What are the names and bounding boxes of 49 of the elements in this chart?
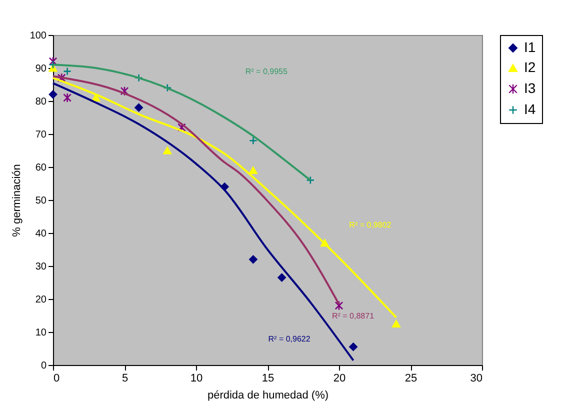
y-tick-label: 90 — [35, 64, 47, 74]
point — [334, 300, 344, 310]
point — [134, 103, 143, 112]
y-tick-label: 70 — [35, 130, 47, 140]
y-tick-label: 100 — [30, 30, 47, 42]
point — [63, 92, 72, 103]
x-tick-label: 30 — [470, 372, 482, 384]
annotation: R² = 0,9802 — [349, 220, 392, 230]
legend-label: I3 — [524, 80, 536, 96]
point — [48, 90, 58, 99]
x-tick-label: 20 — [333, 372, 346, 384]
point — [349, 342, 358, 352]
point — [178, 122, 186, 132]
annotation: R² = 0,8871 — [332, 311, 375, 320]
x-axis-title: pérdida de humedad (%) — [207, 390, 329, 402]
y-tick-label: 60 — [35, 162, 47, 174]
y-tick-label: 0 — [40, 360, 47, 372]
y-axis-title: % germinación — [10, 164, 23, 237]
point — [392, 320, 400, 328]
line-series — [52, 75, 340, 306]
x-tick-label: 15 — [262, 372, 274, 384]
y-tick-label: 20 — [35, 294, 47, 306]
point — [306, 176, 315, 184]
point — [134, 74, 143, 82]
y-tick-label: 80 — [35, 96, 47, 108]
point — [163, 146, 172, 154]
point — [63, 67, 72, 76]
point — [163, 84, 172, 92]
x-tick-label: 25 — [404, 372, 418, 384]
line-series — [52, 76, 398, 318]
legend-label: I1 — [524, 39, 536, 55]
annotation: R² = 0,9622 — [268, 334, 311, 344]
point — [249, 255, 258, 264]
y-tick-label: 30 — [35, 262, 47, 272]
y-tick-label: 10 — [35, 328, 47, 338]
point — [278, 273, 286, 282]
point — [48, 56, 58, 66]
point — [249, 136, 258, 145]
point — [120, 86, 129, 96]
x-tick-label: 0 — [54, 372, 60, 384]
y-tick-label: 50 — [35, 196, 47, 206]
legend-label: I2 — [524, 59, 536, 75]
x-tick-label: 10 — [190, 372, 203, 384]
y-tick-label: 40 — [35, 228, 47, 240]
legend-label: I4 — [524, 101, 536, 117]
annotation: R² = 0,9955 — [245, 67, 288, 76]
point — [57, 73, 66, 83]
x-tick-label: 5 — [122, 372, 128, 384]
point — [249, 166, 258, 174]
